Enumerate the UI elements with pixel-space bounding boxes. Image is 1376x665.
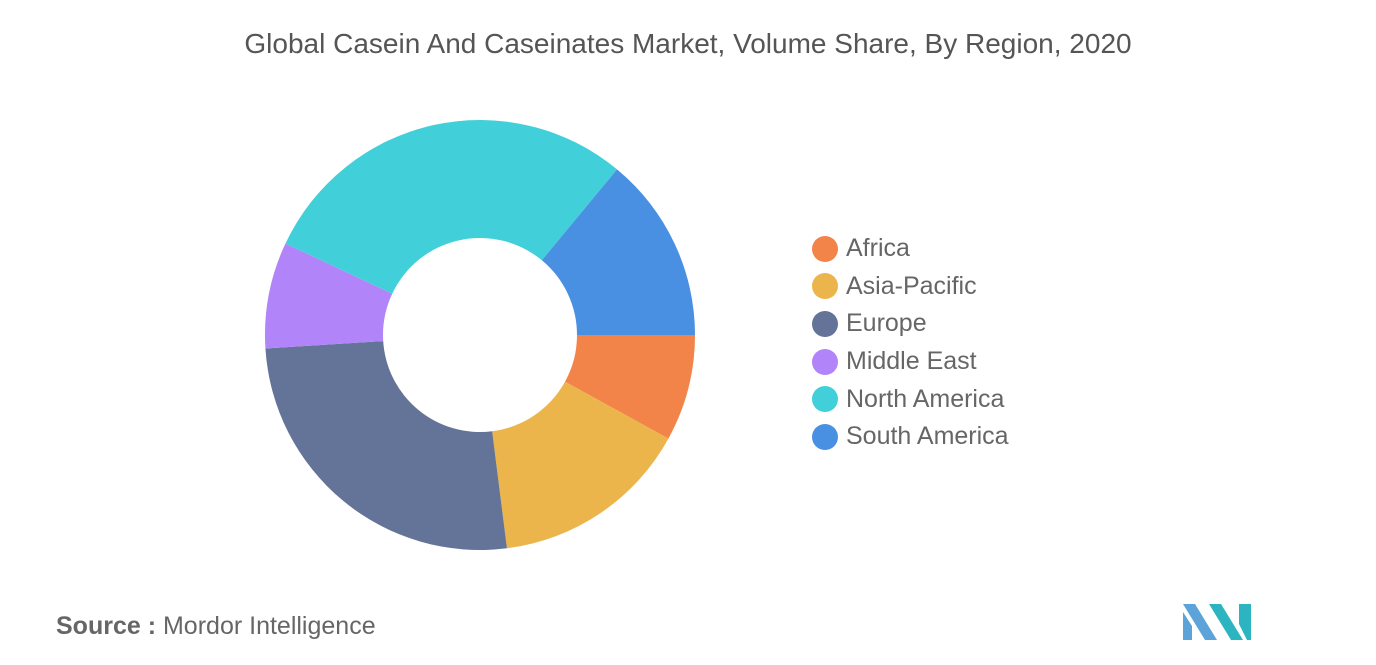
source-value: Mordor Intelligence (162, 612, 376, 640)
legend-item-europe: Europe (812, 305, 1009, 343)
legend-label-south-america: South America (846, 422, 1009, 451)
legend-swatch-north-america (812, 386, 838, 413)
legend-swatch-asia-pacific (812, 273, 838, 300)
legend-item-north-america: North America (812, 380, 1009, 418)
legend-swatch-africa (812, 235, 838, 262)
chart-title: Global Casein And Caseinates Market, Vol… (244, 28, 1132, 59)
legend-label-asia-pacific: Asia-Pacific (846, 271, 977, 300)
legend-label-europe: Europe (846, 309, 927, 338)
donut-slice-south-america (541, 169, 695, 335)
chart-legend: Africa Asia-Pacific Europe Middle East North… (812, 230, 1009, 456)
mordor-intelligence-logo-icon (1183, 604, 1251, 640)
donut-slice-north-america (285, 120, 618, 294)
legend-swatch-europe (812, 310, 838, 337)
donut-slice-africa (565, 335, 695, 439)
legend-label-north-america: North America (846, 384, 1005, 413)
legend-label-africa: Africa (846, 234, 910, 263)
source-note: Source : Mordor Intelligence (56, 612, 376, 641)
donut-slice-europe (265, 341, 507, 551)
donut-slice-middle-east (265, 243, 393, 349)
legend-item-south-america: South America (812, 418, 1009, 456)
donut-slice-asia-pacific (492, 381, 669, 549)
legend-swatch-south-america (812, 423, 838, 450)
legend-label-middle-east: Middle East (846, 347, 977, 376)
source-key: Source : (56, 612, 157, 640)
legend-item-asia-pacific: Asia-Pacific (812, 268, 1009, 306)
legend-item-middle-east: Middle East (812, 343, 1009, 381)
legend-swatch-middle-east (812, 348, 838, 375)
legend-item-africa: Africa (812, 230, 1009, 268)
